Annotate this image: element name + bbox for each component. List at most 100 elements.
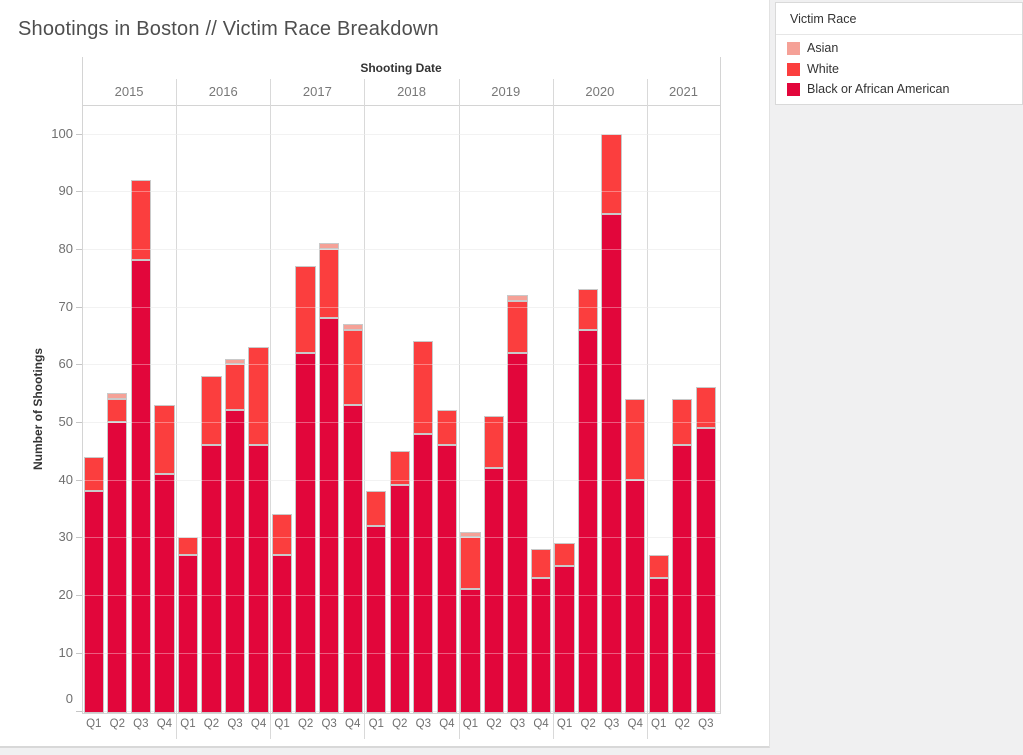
y-tick-label: 0 [65,690,73,706]
bar-segment[interactable] [460,531,481,538]
legend-item-label: Asian [807,41,839,55]
bar-segment[interactable] [201,445,222,713]
bar-segment[interactable] [625,479,646,713]
y-tick-label: 40 [58,471,73,487]
bar-segment[interactable] [83,456,104,492]
bar-segment[interactable] [342,404,363,713]
bar-segment[interactable] [201,375,222,446]
grid-line-overlay [83,537,720,539]
bar-segment[interactable] [648,554,669,578]
bar-segment[interactable] [154,404,175,474]
quarter-label: Q1 [274,718,290,730]
bar-segment[interactable] [154,473,175,713]
legend-swatch [787,83,800,96]
bar-segment[interactable] [554,543,575,567]
bar-segment[interactable] [483,416,505,469]
bar-segment[interactable] [530,548,552,578]
quarter-label: Q2 [674,718,690,730]
grid-line [83,306,720,308]
bar-segment[interactable] [436,445,458,713]
bar-segment[interactable] [507,295,528,301]
bar-segment[interactable] [177,554,199,713]
quarter-label: Q4 [250,718,267,730]
bar-segment[interactable] [295,266,316,353]
bar-segment[interactable] [507,300,528,353]
bar-segment[interactable] [507,352,528,713]
bar-segment[interactable] [342,329,363,405]
legend-item[interactable]: Asian [787,41,1007,57]
year-divider [552,105,554,713]
bar-segment[interactable] [319,248,340,319]
bar-segment[interactable] [389,485,410,713]
legend-item[interactable]: Black or African American [787,82,1007,98]
bar-segment[interactable] [319,243,340,249]
bar-segment[interactable] [107,393,128,399]
header-year-divider [364,79,366,105]
bar-segment[interactable] [224,364,246,411]
bar-segment[interactable] [460,589,481,713]
y-axis-tick [76,191,82,193]
bar-segment[interactable] [271,554,293,713]
bar-segment[interactable] [319,318,340,713]
header-left-border [82,57,83,105]
grid-line [83,133,720,135]
bar-segment[interactable] [366,525,387,713]
bar-segment[interactable] [695,427,716,713]
y-tick-label: 100 [51,125,73,141]
y-axis-tick [76,710,82,712]
legend-swatch [787,42,800,55]
legend-title: Victim Race [790,12,857,26]
bar-segment[interactable] [648,577,669,713]
year-divider [176,105,178,713]
bar-segment[interactable] [601,133,622,215]
grid-line-overlay [83,133,720,135]
bar-segment[interactable] [695,387,716,428]
bar-segment[interactable] [625,398,646,480]
bar-segment[interactable] [224,358,246,365]
grid-line-overlay [83,248,720,250]
bar-segment[interactable] [248,346,269,446]
year-divider [270,105,272,713]
bar-segment[interactable] [577,329,599,713]
y-tick-label: 80 [58,240,73,256]
bar-segment[interactable] [248,445,269,713]
bar-segment[interactable] [295,352,316,713]
quarter-label: Q4 [627,718,643,730]
quarter-label: Q1 [86,718,102,730]
bar-segment[interactable] [672,445,693,713]
bar-segment[interactable] [436,410,458,446]
bar-segment[interactable] [577,289,599,330]
bar-segment[interactable] [224,410,246,713]
grid-line-overlay [83,652,720,654]
bar-segment[interactable] [271,514,293,555]
bar-segment[interactable] [177,537,199,555]
bar-segment[interactable] [130,260,151,713]
bar-segment[interactable] [460,537,481,590]
bar-segment[interactable] [554,566,575,713]
bar-segment[interactable] [107,422,128,713]
bar-segment[interactable] [672,398,693,446]
bar-segment[interactable] [413,341,434,434]
legend-card: Victim Race Asian White Black or African A… [775,2,1023,105]
bar-segment[interactable] [389,450,410,486]
quarter-label: Q3 [321,718,337,730]
bar-segment[interactable] [366,491,387,526]
y-tick-label: 70 [58,298,73,314]
bar-segment[interactable] [342,323,363,330]
bar-segment[interactable] [413,433,434,713]
quarter-label: Q1 [462,718,479,730]
bar-segment[interactable] [107,398,128,422]
bar-segment[interactable] [530,577,552,713]
bar-segment[interactable] [83,491,104,713]
y-tick-label: 30 [58,529,73,545]
year-label: 2015 [114,84,144,99]
bar-segment[interactable] [130,179,151,261]
bar-segment[interactable] [483,468,505,713]
header-year-divider [552,79,554,105]
legend-item[interactable]: White [787,62,1007,78]
legend-separator [776,34,1022,35]
legend-swatch [787,62,800,76]
bar-segment[interactable] [601,214,622,713]
quarter-label: Q4 [345,718,361,730]
quarter-label: Q2 [203,718,220,730]
